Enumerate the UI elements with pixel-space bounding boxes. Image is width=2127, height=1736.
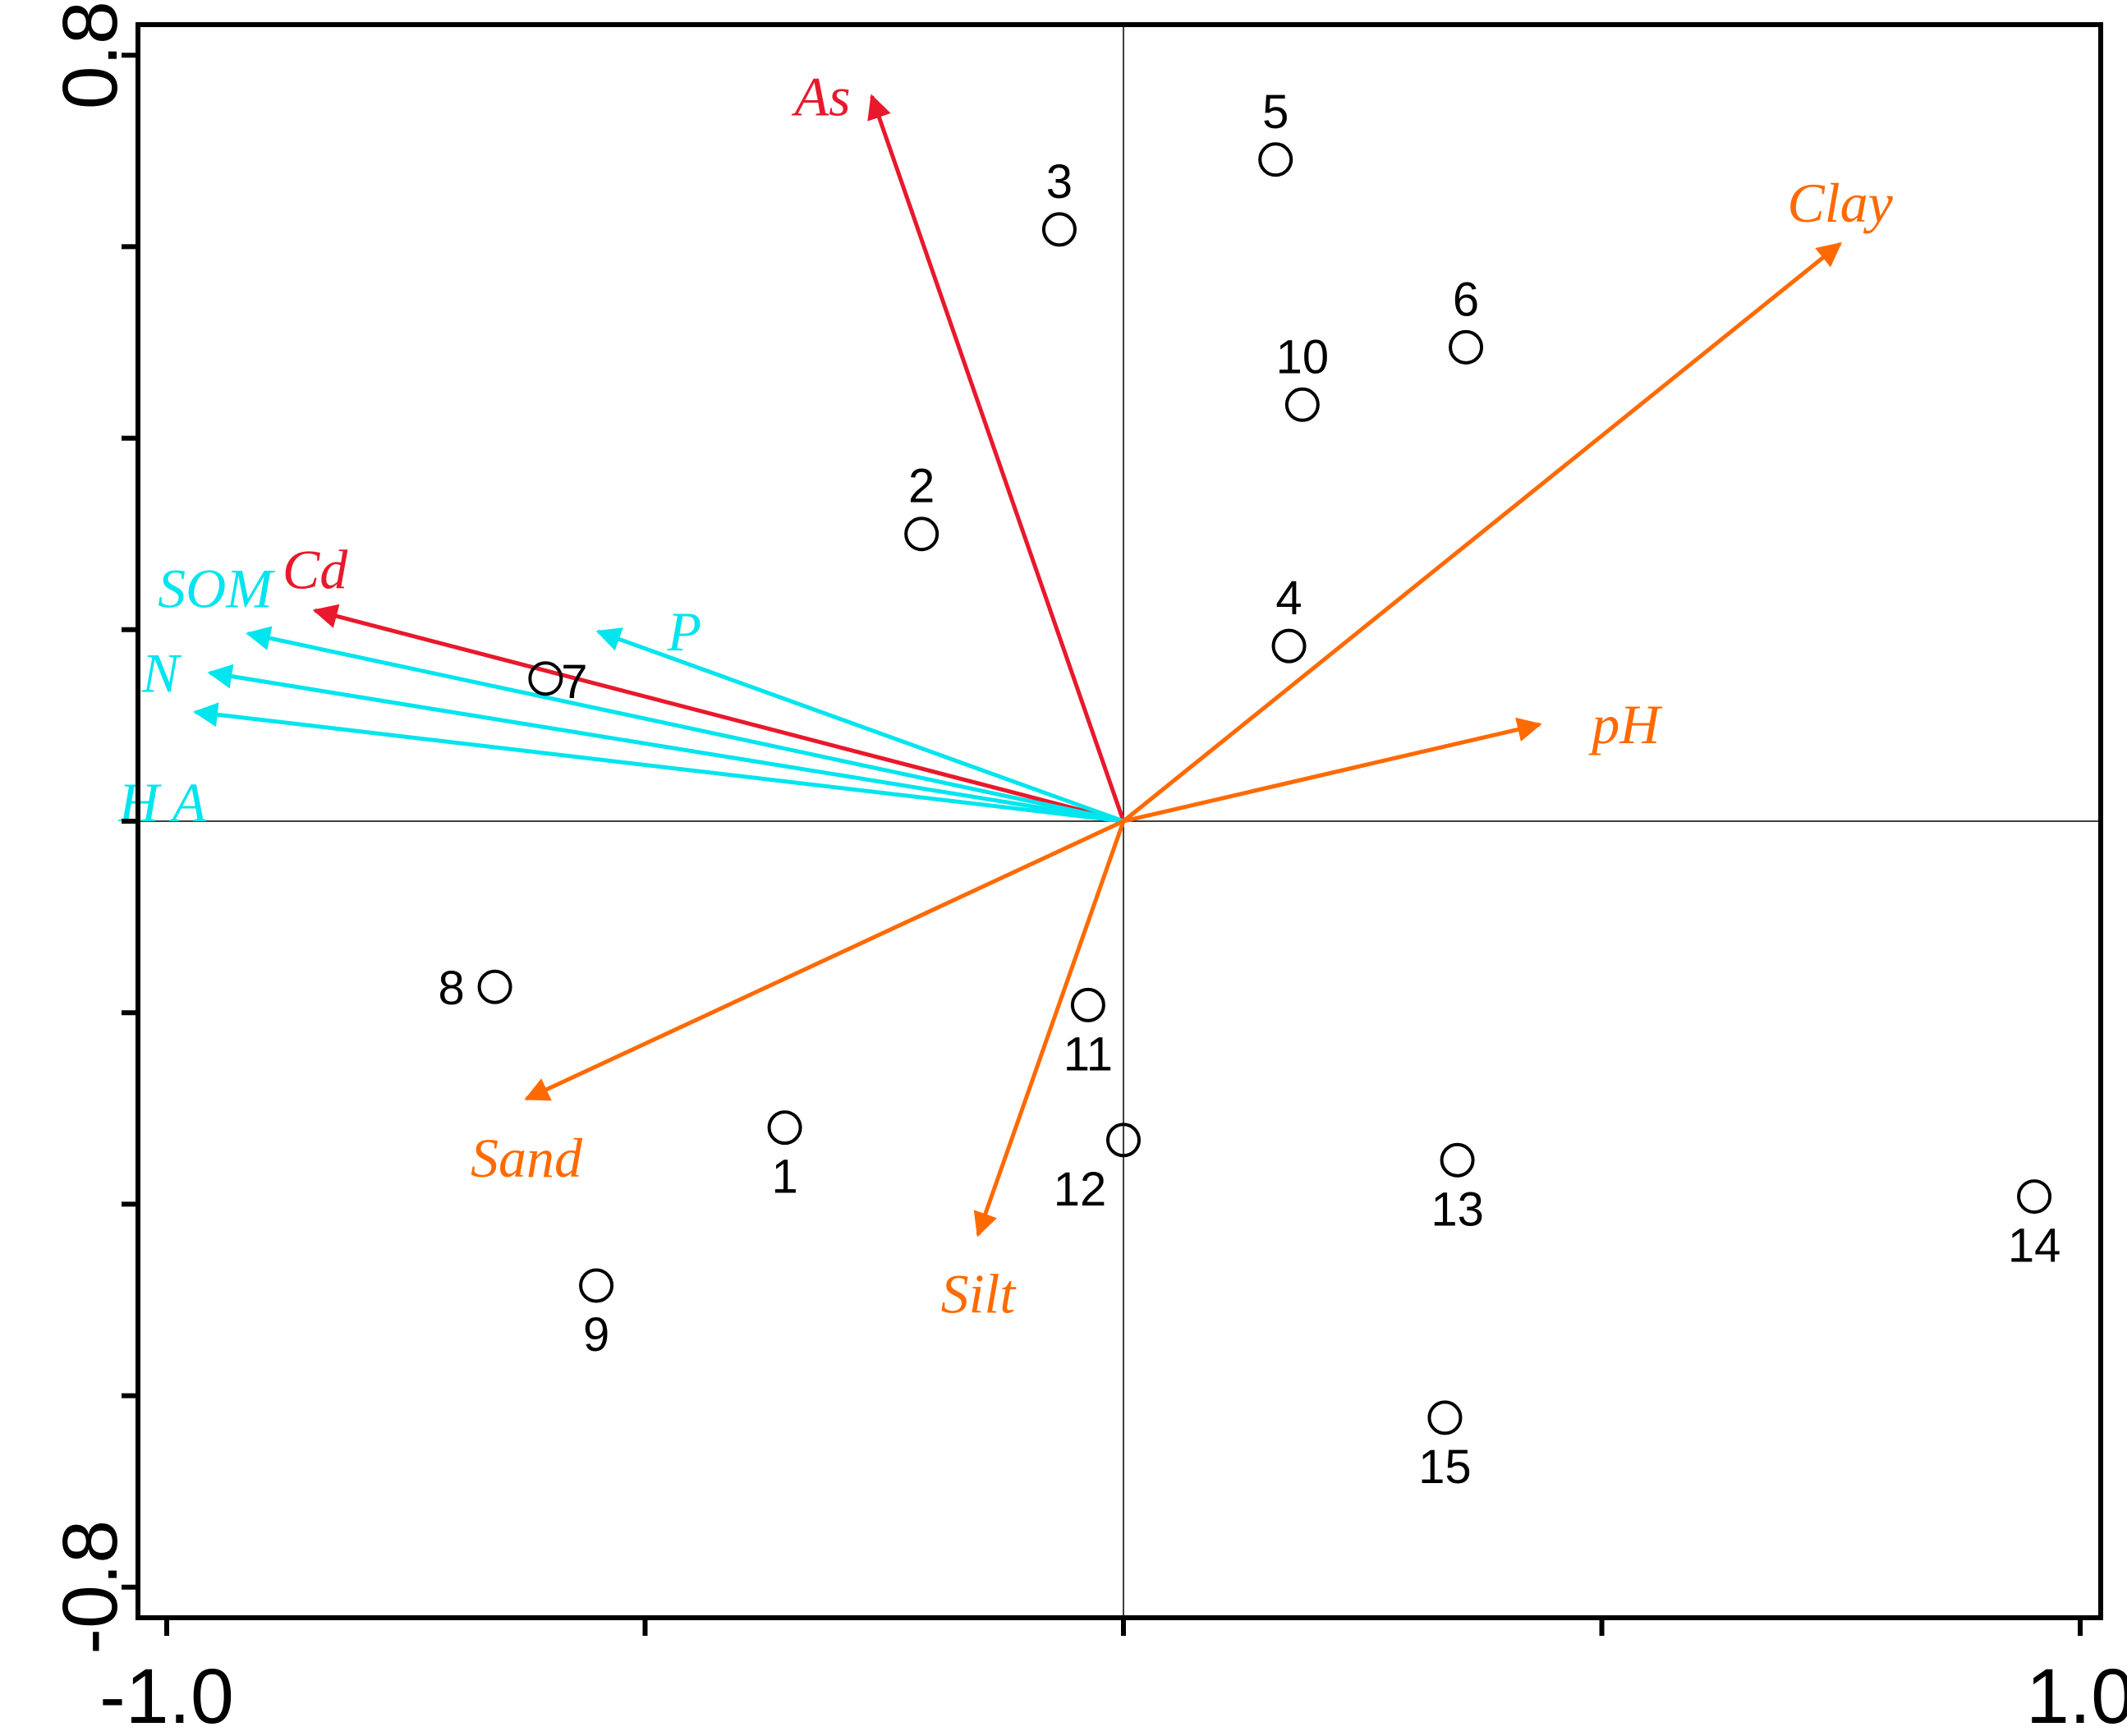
site-1-label: 1: [771, 1150, 797, 1204]
site-13-marker: [1440, 1142, 1475, 1178]
vector-sand: [524, 819, 1125, 1101]
site-9-label: 9: [583, 1308, 609, 1362]
site-7-label: 7: [561, 655, 587, 709]
axis-tick-labels: -1.0 1.0 0.8 -0.8: [47, 1, 2127, 1736]
site-4-label: 4: [1275, 572, 1302, 625]
vector-as: [867, 94, 1126, 822]
site-11-label: 11: [1064, 1027, 1113, 1081]
site-2-label: 2: [908, 460, 935, 513]
site-1-marker: [767, 1110, 802, 1146]
axis-ticks: [122, 53, 2083, 1636]
site-10-marker: [1284, 387, 1320, 422]
site-7-marker: [528, 661, 563, 696]
site-3-label: 3: [1046, 155, 1073, 209]
site-12-marker: [1106, 1123, 1141, 1158]
vector-cd: [312, 604, 1124, 824]
site-9-marker: [579, 1268, 614, 1303]
site-15-label: 15: [1418, 1440, 1472, 1494]
vector-label-silt: Silt: [941, 1263, 1018, 1325]
site-4-marker: [1271, 628, 1307, 664]
y-tick-label: -0.8: [47, 1520, 134, 1655]
site-15-marker: [1427, 1400, 1463, 1435]
vector-label-som: SOM: [158, 557, 275, 619]
site-11-marker: [1070, 987, 1105, 1022]
vector-label-cd: Cd: [283, 538, 348, 600]
vector-n: [207, 664, 1124, 824]
site-12-label: 12: [1054, 1163, 1107, 1216]
site-10-label: 10: [1276, 330, 1330, 383]
vector-p: [595, 627, 1124, 824]
site-6-label: 6: [1453, 273, 1479, 326]
site-6-marker: [1449, 329, 1484, 365]
vector-som: [246, 626, 1124, 824]
site-5-marker: [1258, 142, 1293, 177]
site-5-label: 5: [1262, 85, 1289, 139]
vector-label-ph: pH: [1588, 693, 1663, 755]
x-tick-label: 1.0: [2026, 1653, 2127, 1736]
site-3-marker: [1041, 212, 1077, 247]
site-14-marker: [2017, 1179, 2052, 1215]
vector-silt: [973, 820, 1126, 1238]
x-tick-label: -1.0: [99, 1653, 234, 1736]
vector-clay: [1122, 241, 1842, 823]
vector-ph: [1123, 717, 1542, 824]
vector-label-as: As: [792, 65, 851, 127]
vector-label-n: N: [141, 641, 182, 704]
vector-label-clay: Clay: [1787, 172, 1893, 234]
site-8-marker: [477, 969, 512, 1004]
site-14-label: 14: [2008, 1219, 2061, 1273]
site-13-label: 13: [1431, 1183, 1484, 1236]
vector-label-p: P: [667, 600, 702, 663]
vector-label-ha: H A: [118, 771, 207, 834]
site-8-label: 8: [438, 962, 464, 1015]
vector-label-sand: Sand: [471, 1127, 583, 1189]
y-tick-label: 0.8: [47, 1, 134, 109]
site-2-marker: [904, 517, 939, 552]
vector-ha: [192, 702, 1124, 824]
